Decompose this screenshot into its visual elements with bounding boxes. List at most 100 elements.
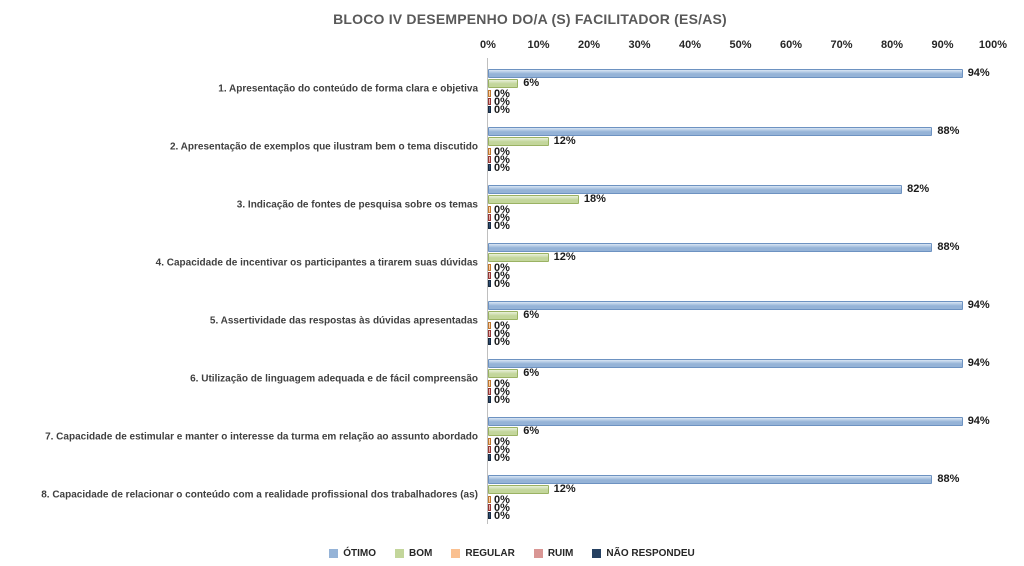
- bar-bom: [488, 369, 519, 378]
- value-label: 0%: [494, 502, 510, 514]
- bar-regular: [488, 90, 491, 97]
- legend-item-bom: BOM: [395, 548, 432, 559]
- legend-swatch: [451, 549, 461, 558]
- x-axis-tick: 50%: [729, 39, 752, 51]
- bar-nao-respondeu: [488, 396, 491, 403]
- bar-otimo: [488, 359, 963, 368]
- bar-bom: [488, 485, 549, 494]
- bar-otimo: [488, 417, 963, 426]
- chart-row: 6. Utilização de linguagem adequada e de…: [0, 350, 1024, 408]
- value-label: 12%: [553, 135, 576, 147]
- category-label: 3. Indicação de fontes de pesquisa sobre…: [236, 199, 478, 211]
- bar-regular: [488, 322, 491, 329]
- bar-nao-respondeu: [488, 222, 491, 229]
- value-label: 0%: [494, 96, 510, 108]
- chart-row: 7. Capacidade de estimular e manter o in…: [0, 408, 1024, 466]
- legend-swatch: [533, 549, 543, 558]
- value-label: 6%: [523, 425, 540, 437]
- bar-regular: [488, 148, 491, 155]
- value-label: 12%: [553, 251, 576, 263]
- value-label: 94%: [967, 415, 990, 427]
- value-label: 0%: [494, 494, 510, 506]
- x-axis-tick: 80%: [880, 39, 904, 51]
- value-label: 0%: [494, 88, 510, 100]
- value-label: 0%: [494, 220, 510, 232]
- bar-bom: [488, 427, 519, 436]
- bar-bom: [488, 195, 579, 204]
- plot-area: 88% 12% 0% 0% 0%: [488, 234, 993, 292]
- bar-nao-respondeu: [488, 280, 491, 287]
- legend-label: BOM: [409, 548, 433, 559]
- bar-otimo: [488, 475, 933, 484]
- legend-label: ÓTIMO: [343, 548, 377, 559]
- legend-label: REGULAR: [465, 548, 515, 559]
- value-label: 0%: [494, 444, 510, 456]
- value-label: 0%: [494, 162, 510, 174]
- bar-bom: [488, 311, 519, 320]
- category-label: 2. Apresentação de exemplos que ilustram…: [169, 141, 478, 153]
- value-label: 88%: [937, 473, 960, 485]
- x-axis-tick: 60%: [779, 39, 803, 51]
- bar-bom: [488, 79, 519, 88]
- legend-item-regular: REGULAR: [451, 548, 515, 559]
- value-label: 12%: [553, 483, 576, 495]
- chart-row: 4. Capacidade de incentivar os participa…: [0, 234, 1024, 292]
- value-label: 0%: [494, 394, 510, 406]
- bar-ruim: [488, 98, 491, 105]
- bar-ruim: [488, 388, 491, 395]
- value-label: 6%: [523, 309, 540, 321]
- bar-otimo: [488, 185, 903, 194]
- x-axis-tick: 10%: [527, 39, 550, 51]
- bar-regular: [488, 438, 491, 445]
- legend-item-otimo: ÓTIMO: [329, 548, 376, 559]
- value-label: 0%: [494, 510, 510, 522]
- bar-bom: [488, 137, 549, 146]
- plot-area: 94% 6% 0% 0% 0%: [488, 408, 993, 466]
- category-label: 6. Utilização de linguagem adequada e de…: [190, 373, 478, 385]
- bar-nao-respondeu: [488, 164, 491, 171]
- value-label: 0%: [494, 386, 510, 398]
- bar-ruim: [488, 272, 491, 279]
- plot-area: 94% 6% 0% 0% 0%: [488, 60, 993, 118]
- value-label: 82%: [907, 183, 930, 195]
- bar-nao-respondeu: [488, 454, 491, 461]
- bar-nao-respondeu: [488, 512, 491, 519]
- bar-ruim: [488, 214, 491, 221]
- category-label: 1. Apresentação do conteúdo de forma cla…: [218, 83, 478, 95]
- bar-nao-respondeu: [488, 106, 491, 113]
- legend-swatch: [329, 549, 339, 558]
- bar-regular: [488, 380, 491, 387]
- plot-area: 88% 12% 0% 0% 0%: [488, 466, 993, 524]
- value-label: 6%: [523, 367, 540, 379]
- chart-legend: ÓTIMO BOM REGULAR RUIM NÃO RESPONDEU: [0, 548, 1024, 559]
- value-label: 0%: [494, 320, 510, 332]
- value-label: 0%: [494, 146, 510, 158]
- value-label: 94%: [967, 67, 990, 79]
- value-label: 88%: [937, 125, 960, 137]
- value-label: 0%: [494, 452, 510, 464]
- bar-otimo: [488, 69, 963, 78]
- value-label: 0%: [494, 204, 510, 216]
- legend-item-ruim: RUIM: [533, 548, 573, 559]
- legend-swatch: [592, 549, 602, 558]
- value-label: 0%: [494, 328, 510, 340]
- x-axis-tick: 100%: [978, 39, 1008, 51]
- bar-ruim: [488, 330, 491, 337]
- x-axis-tick: 70%: [830, 39, 853, 51]
- value-label: 0%: [494, 262, 510, 274]
- chart-row: 5. Assertividade das respostas às dúvida…: [0, 292, 1024, 350]
- bar-otimo: [488, 127, 933, 136]
- chart-row: 3. Indicação de fontes de pesquisa sobre…: [0, 176, 1024, 234]
- value-label: 0%: [494, 378, 510, 390]
- bar-ruim: [488, 156, 491, 163]
- x-axis-tick: 0%: [480, 39, 496, 51]
- chart-row: 1. Apresentação do conteúdo de forma cla…: [0, 60, 1024, 118]
- chart-rows: 1. Apresentação do conteúdo de forma cla…: [0, 60, 1024, 524]
- category-axis-line: [487, 58, 488, 524]
- plot-area: 94% 6% 0% 0% 0%: [488, 292, 993, 350]
- bar-nao-respondeu: [488, 338, 491, 345]
- x-axis-tick: 20%: [577, 39, 601, 51]
- x-axis: 0% 10% 20% 30% 40% 50% 60% 70% 80% 90% 100%: [480, 39, 1007, 53]
- value-label: 0%: [494, 154, 510, 166]
- plot-area: 88% 12% 0% 0% 0%: [488, 118, 993, 176]
